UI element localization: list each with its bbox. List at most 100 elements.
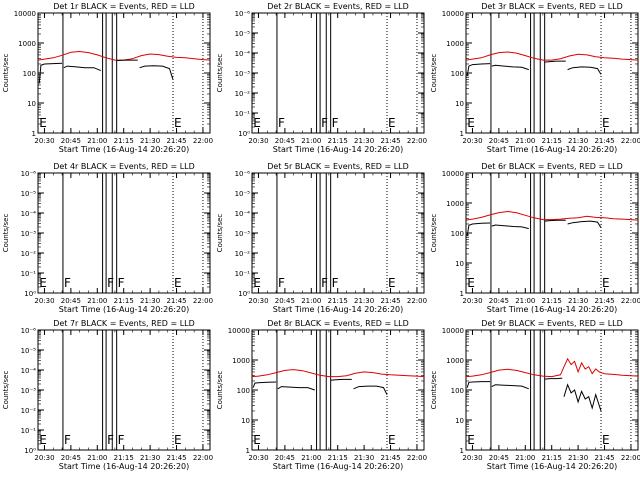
- x-tick-label: 21:30: [568, 454, 588, 462]
- y-tick-label: 10⁻³: [21, 387, 37, 395]
- y-tick-label: 10⁻⁵: [21, 347, 37, 355]
- x-tick-label: 20:45: [275, 137, 295, 145]
- x-tick-label: 21:30: [354, 297, 374, 305]
- x-axis-label: Start Time (16-Aug-14 20:26:20): [273, 462, 404, 471]
- x-tick-label: 20:30: [248, 297, 268, 305]
- x-tick-label: 21:00: [515, 454, 535, 462]
- flag-label: E: [174, 276, 182, 290]
- x-tick-label: 21:00: [87, 297, 107, 305]
- x-tick-label: 21:45: [380, 137, 400, 145]
- plot-frame: [465, 329, 639, 451]
- y-tick-label: 100: [451, 70, 464, 78]
- y-axis-label: Counts/sec: [2, 371, 10, 410]
- chart-title: Det 7r BLACK = Events, RED = LLD: [53, 319, 195, 328]
- chart-title: Det 2r BLACK = Events, RED = LLD: [267, 2, 409, 11]
- plot-frame: [37, 12, 211, 134]
- y-tick-label: 10⁻⁵: [235, 190, 251, 198]
- series-line-events: [544, 377, 563, 380]
- x-tick-label: 20:30: [248, 454, 268, 462]
- flag-label: F: [118, 433, 125, 447]
- flag-label: E: [388, 276, 396, 290]
- series-line-events: [567, 66, 602, 75]
- x-tick-label: 21:45: [380, 454, 400, 462]
- x-tick-label: 21:30: [140, 297, 160, 305]
- x-tick-label: 20:30: [462, 137, 482, 145]
- x-tick-label: 21:45: [594, 137, 614, 145]
- y-tick-label: 10⁻¹: [21, 427, 37, 435]
- x-tick-label: 21:45: [166, 297, 186, 305]
- series-line-events: [116, 59, 138, 62]
- x-tick-label: 20:45: [489, 454, 509, 462]
- x-tick-label: 21:15: [542, 297, 562, 305]
- flag-label: E: [388, 116, 396, 130]
- x-tick-label: 21:45: [166, 137, 186, 145]
- y-tick-label: 1000: [18, 40, 36, 48]
- x-tick-label: 21:45: [594, 454, 614, 462]
- x-tick-label: 21:00: [301, 454, 321, 462]
- x-tick-label: 21:15: [328, 454, 348, 462]
- x-tick-label: 21:15: [542, 137, 562, 145]
- series-line-events: [330, 378, 352, 381]
- y-tick-label: 10000: [442, 327, 464, 335]
- y-tick-label: 10⁻³: [235, 70, 251, 78]
- x-tick-label: 21:00: [87, 454, 107, 462]
- plot-frame: [251, 329, 425, 451]
- series-line-events: [466, 381, 491, 388]
- x-axis-label: Start Time (16-Aug-14 20:26:20): [487, 145, 618, 154]
- x-tick-label: 22:00: [621, 137, 640, 145]
- y-tick-label: 1: [246, 447, 250, 455]
- x-tick-label: 21:00: [515, 137, 535, 145]
- x-axis-label: Start Time (16-Aug-14 20:26:20): [273, 145, 404, 154]
- y-tick-label: 10⁻⁴: [235, 50, 251, 58]
- x-tick-label: 21:00: [515, 297, 535, 305]
- series-line-events: [491, 384, 529, 390]
- y-tick-label: 10000: [442, 170, 464, 178]
- flag-label: F: [107, 433, 114, 447]
- y-tick-label: 10⁻⁴: [21, 367, 37, 375]
- flag-label: F: [64, 276, 71, 290]
- flag-label: F: [278, 276, 285, 290]
- x-tick-label: 21:00: [301, 137, 321, 145]
- flag-label: F: [107, 276, 114, 290]
- x-tick-label: 21:15: [114, 297, 134, 305]
- chart-panel-5: 10⁰ 10⁻¹ 10⁻² 10⁻³ 10⁻⁴ 10⁻⁵ 10⁻⁶ 20:30 20:45 21:…: [216, 162, 427, 314]
- y-tick-label: 10⁻¹: [235, 270, 251, 278]
- flag-label: E: [39, 433, 47, 447]
- series-line-events: [491, 64, 529, 71]
- flag-label: E: [39, 116, 47, 130]
- flag-label: E: [467, 116, 475, 130]
- y-tick-label: 10: [27, 100, 36, 108]
- y-tick-label: 10⁻⁵: [235, 30, 251, 38]
- x-tick-label: 21:15: [328, 297, 348, 305]
- y-tick-label: 10⁰: [24, 290, 36, 298]
- chart-panel-4: 10⁰ 10⁻¹ 10⁻² 10⁻³ 10⁻⁴ 10⁻⁵ 10⁻⁶ 20:30 20:45 21:…: [2, 162, 213, 314]
- chart-panel-9: 1 10 100 1000 10000 20:30 20:45 21:00 21:15 21:30…: [430, 319, 640, 471]
- flag-label: F: [278, 116, 285, 130]
- flag-label: E: [388, 433, 396, 447]
- y-tick-label: 100: [451, 230, 464, 238]
- chart-panel-7: 10⁰ 10⁻¹ 10⁻² 10⁻³ 10⁻⁴ 10⁻⁵ 10⁻⁶ 20:30 20:45 21:…: [2, 319, 213, 471]
- series-line-events: [277, 386, 315, 391]
- flag-label: F: [321, 116, 328, 130]
- x-tick-label: 20:45: [61, 454, 81, 462]
- x-tick-label: 22:00: [621, 454, 640, 462]
- y-tick-label: 1000: [446, 200, 464, 208]
- y-tick-label: 10⁻⁶: [21, 327, 37, 335]
- chart-title: Det 9r BLACK = Events, RED = LLD: [481, 319, 623, 328]
- y-tick-label: 10: [455, 260, 464, 268]
- y-tick-label: 10⁻⁴: [21, 210, 37, 218]
- x-tick-label: 22:00: [193, 454, 213, 462]
- y-tick-label: 10⁻¹: [235, 110, 251, 118]
- chart-panel-2: 10⁰ 10⁻¹ 10⁻² 10⁻³ 10⁻⁴ 10⁻⁵ 10⁻⁶ 20:30 20:45 21:…: [216, 2, 427, 154]
- y-axis-label: Counts/sec: [216, 214, 224, 253]
- plot-frame: [37, 172, 211, 294]
- x-tick-label: 21:15: [114, 137, 134, 145]
- flag-label: F: [64, 433, 71, 447]
- y-axis-label: Counts/sec: [430, 371, 438, 410]
- x-tick-label: 20:45: [61, 137, 81, 145]
- x-tick-label: 20:30: [462, 454, 482, 462]
- series-line-events: [563, 383, 602, 412]
- chart-panel-6: 1 10 100 1000 10000 20:30 20:45 21:00 21:15 21:30…: [430, 162, 640, 314]
- y-tick-label: 1000: [232, 357, 250, 365]
- x-tick-label: 20:45: [275, 297, 295, 305]
